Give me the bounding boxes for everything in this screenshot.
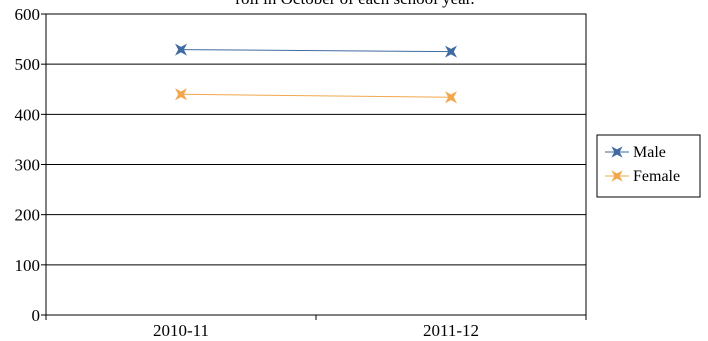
series-line-male (180, 49, 452, 53)
y-tick-label: 100 (15, 256, 41, 275)
legend-label-male: Male (633, 144, 666, 161)
x-tick-label: 2010-11 (153, 321, 209, 340)
chart-title: roll in October of each school year. (235, 0, 474, 8)
data-point-female (444, 91, 458, 104)
legend-box (596, 134, 701, 198)
data-point-male (174, 43, 188, 56)
y-tick-label: 500 (15, 55, 41, 74)
legend-marker-male (611, 146, 623, 158)
y-tick-label: 400 (15, 105, 41, 124)
series-group (174, 43, 458, 104)
y-tick-label: 200 (15, 206, 41, 225)
x-tick-label: 2011-12 (423, 321, 479, 340)
data-point-female (174, 88, 188, 101)
y-tick-label: 300 (15, 156, 41, 175)
legend-label-female: Female (633, 168, 680, 185)
legend-marker-female (611, 170, 623, 182)
y-tick-label: 0 (32, 306, 41, 325)
data-point-male (444, 45, 458, 58)
series-line-female (180, 93, 452, 98)
axes: 0 100 200 300 400 500 600 2010-11 2011-12 (15, 5, 587, 340)
y-tick-label: 600 (15, 5, 41, 24)
legend: Male Female (596, 134, 701, 198)
gridlines (46, 63, 586, 266)
